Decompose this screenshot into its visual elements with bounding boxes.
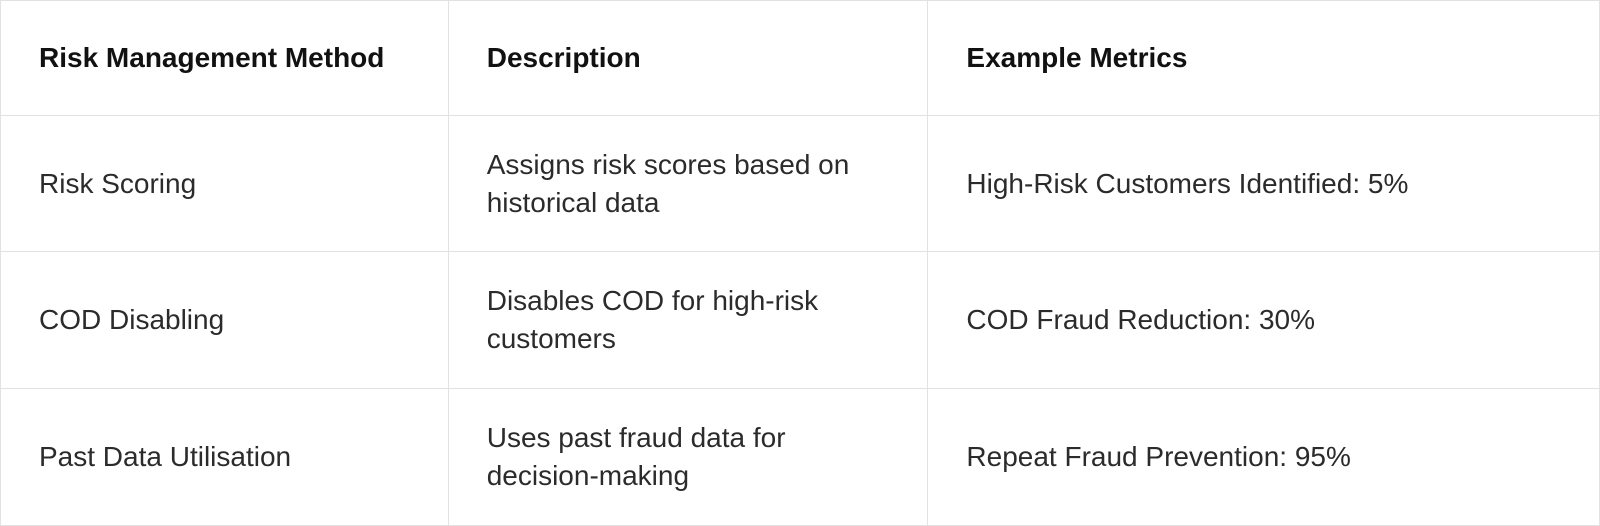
table-row: COD Disabling Disables COD for high-risk… — [1, 252, 1600, 389]
col-header-metrics: Example Metrics — [928, 1, 1600, 116]
risk-management-table: Risk Management Method Description Examp… — [0, 0, 1600, 526]
cell-description: Assigns risk scores based on historical … — [448, 115, 928, 252]
cell-metrics: COD Fraud Reduction: 30% — [928, 252, 1600, 389]
cell-method: Past Data Utilisation — [1, 388, 449, 525]
col-header-description: Description — [448, 1, 928, 116]
cell-description: Uses past fraud data for decision-making — [448, 388, 928, 525]
table-header-row: Risk Management Method Description Examp… — [1, 1, 1600, 116]
table-row: Past Data Utilisation Uses past fraud da… — [1, 388, 1600, 525]
col-header-method: Risk Management Method — [1, 1, 449, 116]
cell-metrics: Repeat Fraud Prevention: 95% — [928, 388, 1600, 525]
cell-method: Risk Scoring — [1, 115, 449, 252]
cell-metrics: High-Risk Customers Identified: 5% — [928, 115, 1600, 252]
table-row: Risk Scoring Assigns risk scores based o… — [1, 115, 1600, 252]
cell-method: COD Disabling — [1, 252, 449, 389]
cell-description: Disables COD for high-risk customers — [448, 252, 928, 389]
